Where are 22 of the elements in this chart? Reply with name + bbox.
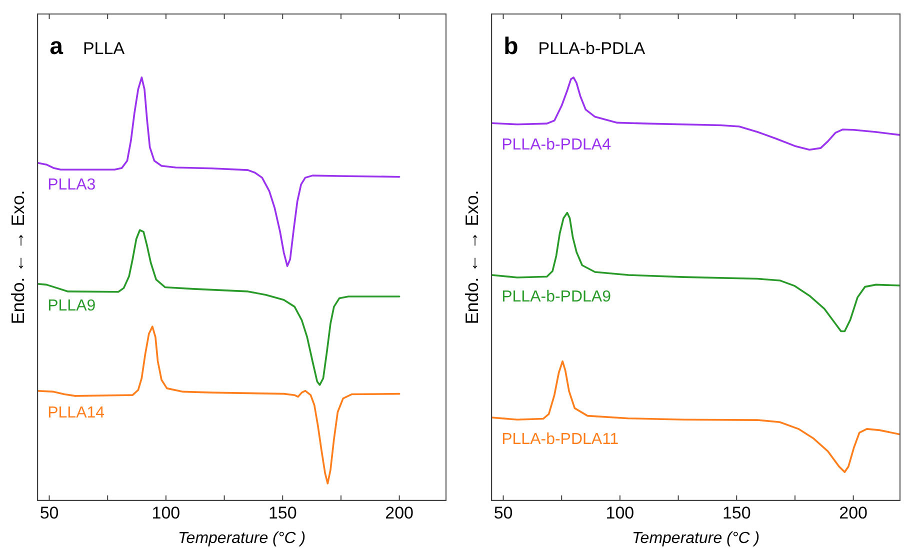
chart-title: PLLA-b-PDLA xyxy=(538,39,646,58)
x-axis-title: Temperature (°C ) xyxy=(178,530,306,547)
series-label: PLLA9 xyxy=(48,297,96,314)
x-tick-label: 150 xyxy=(722,503,751,522)
x-tick-label: 100 xyxy=(152,503,180,522)
series-label: PLLA3 xyxy=(48,176,96,194)
series-label: PLLA-b-PDLA11 xyxy=(502,430,619,448)
x-tick-label: 50 xyxy=(40,503,59,522)
y-axis-title: Endo. ← → Exo. xyxy=(462,190,482,324)
text: a xyxy=(50,33,64,60)
x-tick-label: 150 xyxy=(268,503,297,522)
x-tick-label: 200 xyxy=(385,503,414,522)
x-tick-label: 200 xyxy=(839,503,868,522)
x-axis-title: Temperature (°C ) xyxy=(632,530,760,547)
series-label: PLLA-b-PDLA9 xyxy=(502,288,612,306)
text: b xyxy=(504,33,518,60)
chart-title: PLLA xyxy=(82,39,126,58)
x-tick-label: 50 xyxy=(494,503,513,522)
series-label: PLLA14 xyxy=(48,404,105,422)
y-axis-title: Endo. ← → Exo. xyxy=(8,190,28,324)
x-tick-label: 100 xyxy=(606,503,634,522)
series-label: PLLA-b-PDLA4 xyxy=(502,136,612,154)
